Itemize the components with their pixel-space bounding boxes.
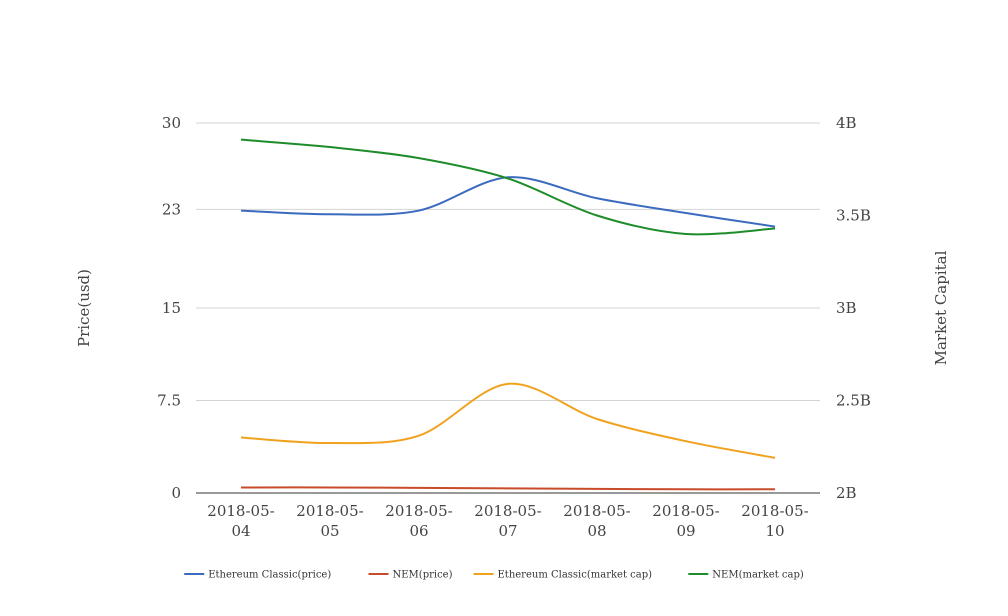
- x-tick-label: 2018-05-08: [563, 502, 630, 540]
- left-tick-label: 15: [162, 299, 181, 317]
- left-axis-title: Price(usd): [75, 269, 93, 347]
- x-tick-label: 2018-05-04: [207, 502, 274, 540]
- legend-label-ethereum-classic-market-cap: Ethereum Classic(market cap): [498, 570, 653, 581]
- left-tick-label: 30: [162, 114, 181, 132]
- legend-label-nem-price: NEM(price): [393, 570, 453, 581]
- left-tick-label: 7.5: [157, 392, 181, 410]
- x-tick-label: 2018-05-07: [474, 502, 541, 540]
- grid-layer: [196, 122, 820, 494]
- right-tick-label: 3B: [836, 299, 857, 317]
- series-layer: [240, 138, 776, 491]
- right-tick-label: 3.5B: [836, 207, 871, 225]
- x-tick-label: 2018-05-09: [652, 502, 719, 540]
- series-line-nem-market-cap: [240, 138, 776, 236]
- legend-label-ethereum-classic-price: Ethereum Classic(price): [208, 570, 331, 581]
- left-tick-label: 0: [171, 484, 181, 502]
- right-tick-label: 2B: [836, 484, 857, 502]
- axis-layer: 0 7.5 15 23 30 2B 2.5B 3B 3.5B 4B 2018-05-04 2018-0…: [157, 114, 871, 540]
- right-axis-title: Market Capital: [932, 250, 950, 365]
- series-line-ethereum-classic-price: [240, 176, 776, 228]
- series-line-nem-price: [240, 486, 776, 491]
- legend-label-nem-market-cap: NEM(market cap): [712, 570, 804, 581]
- x-tick-label: 2018-05-06: [385, 502, 452, 540]
- right-tick-label: 4B: [836, 114, 857, 132]
- left-tick-label: 23: [162, 200, 181, 218]
- legend-layer: Ethereum Classic(price) NEM(price) Ethereu…: [184, 570, 804, 581]
- x-tick-label: 2018-05-10: [741, 502, 808, 540]
- series-line-ethereum-classic-market-cap: [240, 382, 776, 459]
- right-tick-label: 2.5B: [836, 392, 871, 410]
- x-tick-label: 2018-05-05: [296, 502, 363, 540]
